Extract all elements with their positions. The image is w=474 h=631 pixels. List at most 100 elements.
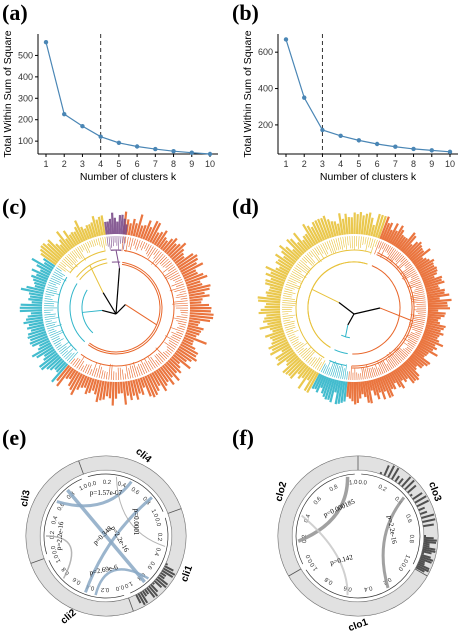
leaf-branch — [76, 355, 85, 369]
leaf-label — [302, 239, 311, 250]
leaf-label — [68, 369, 77, 380]
leaf-branch — [337, 237, 342, 250]
leaf-branch — [83, 243, 89, 254]
y-tick-label: 200 — [18, 115, 33, 125]
leaf-branch — [289, 275, 302, 282]
leaf-label — [28, 321, 44, 327]
leaf-branch — [392, 353, 401, 364]
leaf-branch — [316, 361, 322, 370]
leaf-branch — [145, 243, 150, 252]
leaf-branch — [385, 244, 390, 252]
leaf-label — [184, 334, 207, 345]
leaf-label — [113, 217, 117, 235]
leaf-branch — [415, 285, 423, 289]
leaf-label — [422, 334, 440, 343]
leaf-label — [350, 217, 354, 235]
leaf-label — [292, 248, 302, 258]
sector-axis — [361, 473, 421, 565]
leaf-label — [366, 380, 373, 404]
wss-point — [207, 151, 213, 157]
leaf-label — [413, 256, 424, 266]
leaf-label — [159, 240, 169, 250]
leaf-branch — [410, 283, 422, 289]
leaf-branch — [140, 241, 146, 251]
leaf-label — [165, 361, 178, 374]
leaf-branch — [314, 358, 323, 369]
leaf-branch — [144, 362, 150, 373]
leaf-label — [151, 232, 160, 245]
leaf-branch — [95, 238, 99, 246]
axis-tick-label: 0.2 — [50, 530, 56, 539]
leaf-branch — [328, 361, 334, 376]
cluster-3 — [104, 212, 128, 269]
leaf-branch — [347, 236, 349, 246]
leaf-label — [111, 381, 115, 406]
leaf-branch — [153, 250, 160, 259]
leaf-branch — [326, 367, 330, 375]
cluster-0 — [346, 216, 452, 405]
leaf-label — [423, 332, 438, 340]
leaf-branch — [324, 242, 329, 250]
axis-tick-label: 0.0 — [87, 481, 97, 489]
leaf-branch — [124, 373, 127, 380]
leaf-label — [264, 315, 281, 320]
leaf-branch — [314, 247, 320, 256]
circular-dendrogram-d — [257, 211, 452, 405]
leaf-label — [272, 334, 286, 342]
leaf-label — [167, 243, 181, 257]
leaf-branch — [374, 239, 378, 248]
leaf-label — [105, 381, 110, 397]
leaf-branch — [387, 358, 395, 369]
wss-point — [283, 37, 289, 42]
leaf-label — [417, 262, 434, 273]
leaf-label — [19, 306, 43, 309]
leaf-branch — [122, 369, 124, 380]
leaf-label — [43, 261, 54, 270]
leaf-branch — [173, 276, 182, 282]
leaf-label — [182, 269, 197, 278]
leaf-label — [132, 223, 138, 237]
sector-label: cli1 — [179, 564, 195, 584]
leaf-branch — [322, 365, 327, 374]
leaf-branch — [68, 253, 77, 263]
leaf-label — [419, 266, 438, 277]
leaf-branch — [405, 348, 411, 353]
leaf-label — [95, 380, 103, 403]
cluster-arc — [334, 349, 348, 355]
leaf-label — [320, 376, 327, 389]
leaf-branch — [151, 252, 162, 265]
leaf-branch — [416, 303, 426, 305]
leaf-label — [46, 356, 62, 370]
leaf-label — [392, 370, 406, 389]
leaf-label — [360, 381, 364, 395]
leaf-branch — [349, 236, 351, 249]
x-axis-label: Number of clusters k — [80, 171, 177, 183]
cluster-arc — [351, 252, 415, 369]
leaf-label — [384, 374, 394, 390]
x-tick-label: 8 — [171, 159, 176, 169]
leaf-branch — [330, 361, 336, 377]
leaf-label — [333, 221, 339, 237]
leaf-branch — [87, 241, 91, 248]
leaf-branch — [412, 297, 426, 300]
leaf-label — [374, 378, 382, 393]
leaf-branch — [316, 246, 324, 259]
leaf-label — [67, 370, 79, 387]
leaf-branch — [413, 320, 425, 323]
wss-point — [302, 95, 307, 100]
leaf-label — [427, 317, 439, 322]
leaf-branch — [282, 311, 293, 313]
leaf-label — [326, 218, 335, 238]
leaf-branch — [54, 269, 66, 277]
histogram-bar — [394, 475, 400, 483]
leaf-label — [392, 229, 405, 247]
histogram-bar — [416, 499, 430, 508]
histogram-bar — [420, 553, 431, 559]
leaf-branch — [155, 347, 168, 360]
leaf-label — [336, 223, 342, 236]
leaf-branch — [171, 327, 184, 333]
leaf-label — [417, 343, 438, 357]
root-branch — [115, 268, 121, 315]
leaf-label — [62, 230, 76, 248]
leaf-label — [188, 287, 210, 295]
